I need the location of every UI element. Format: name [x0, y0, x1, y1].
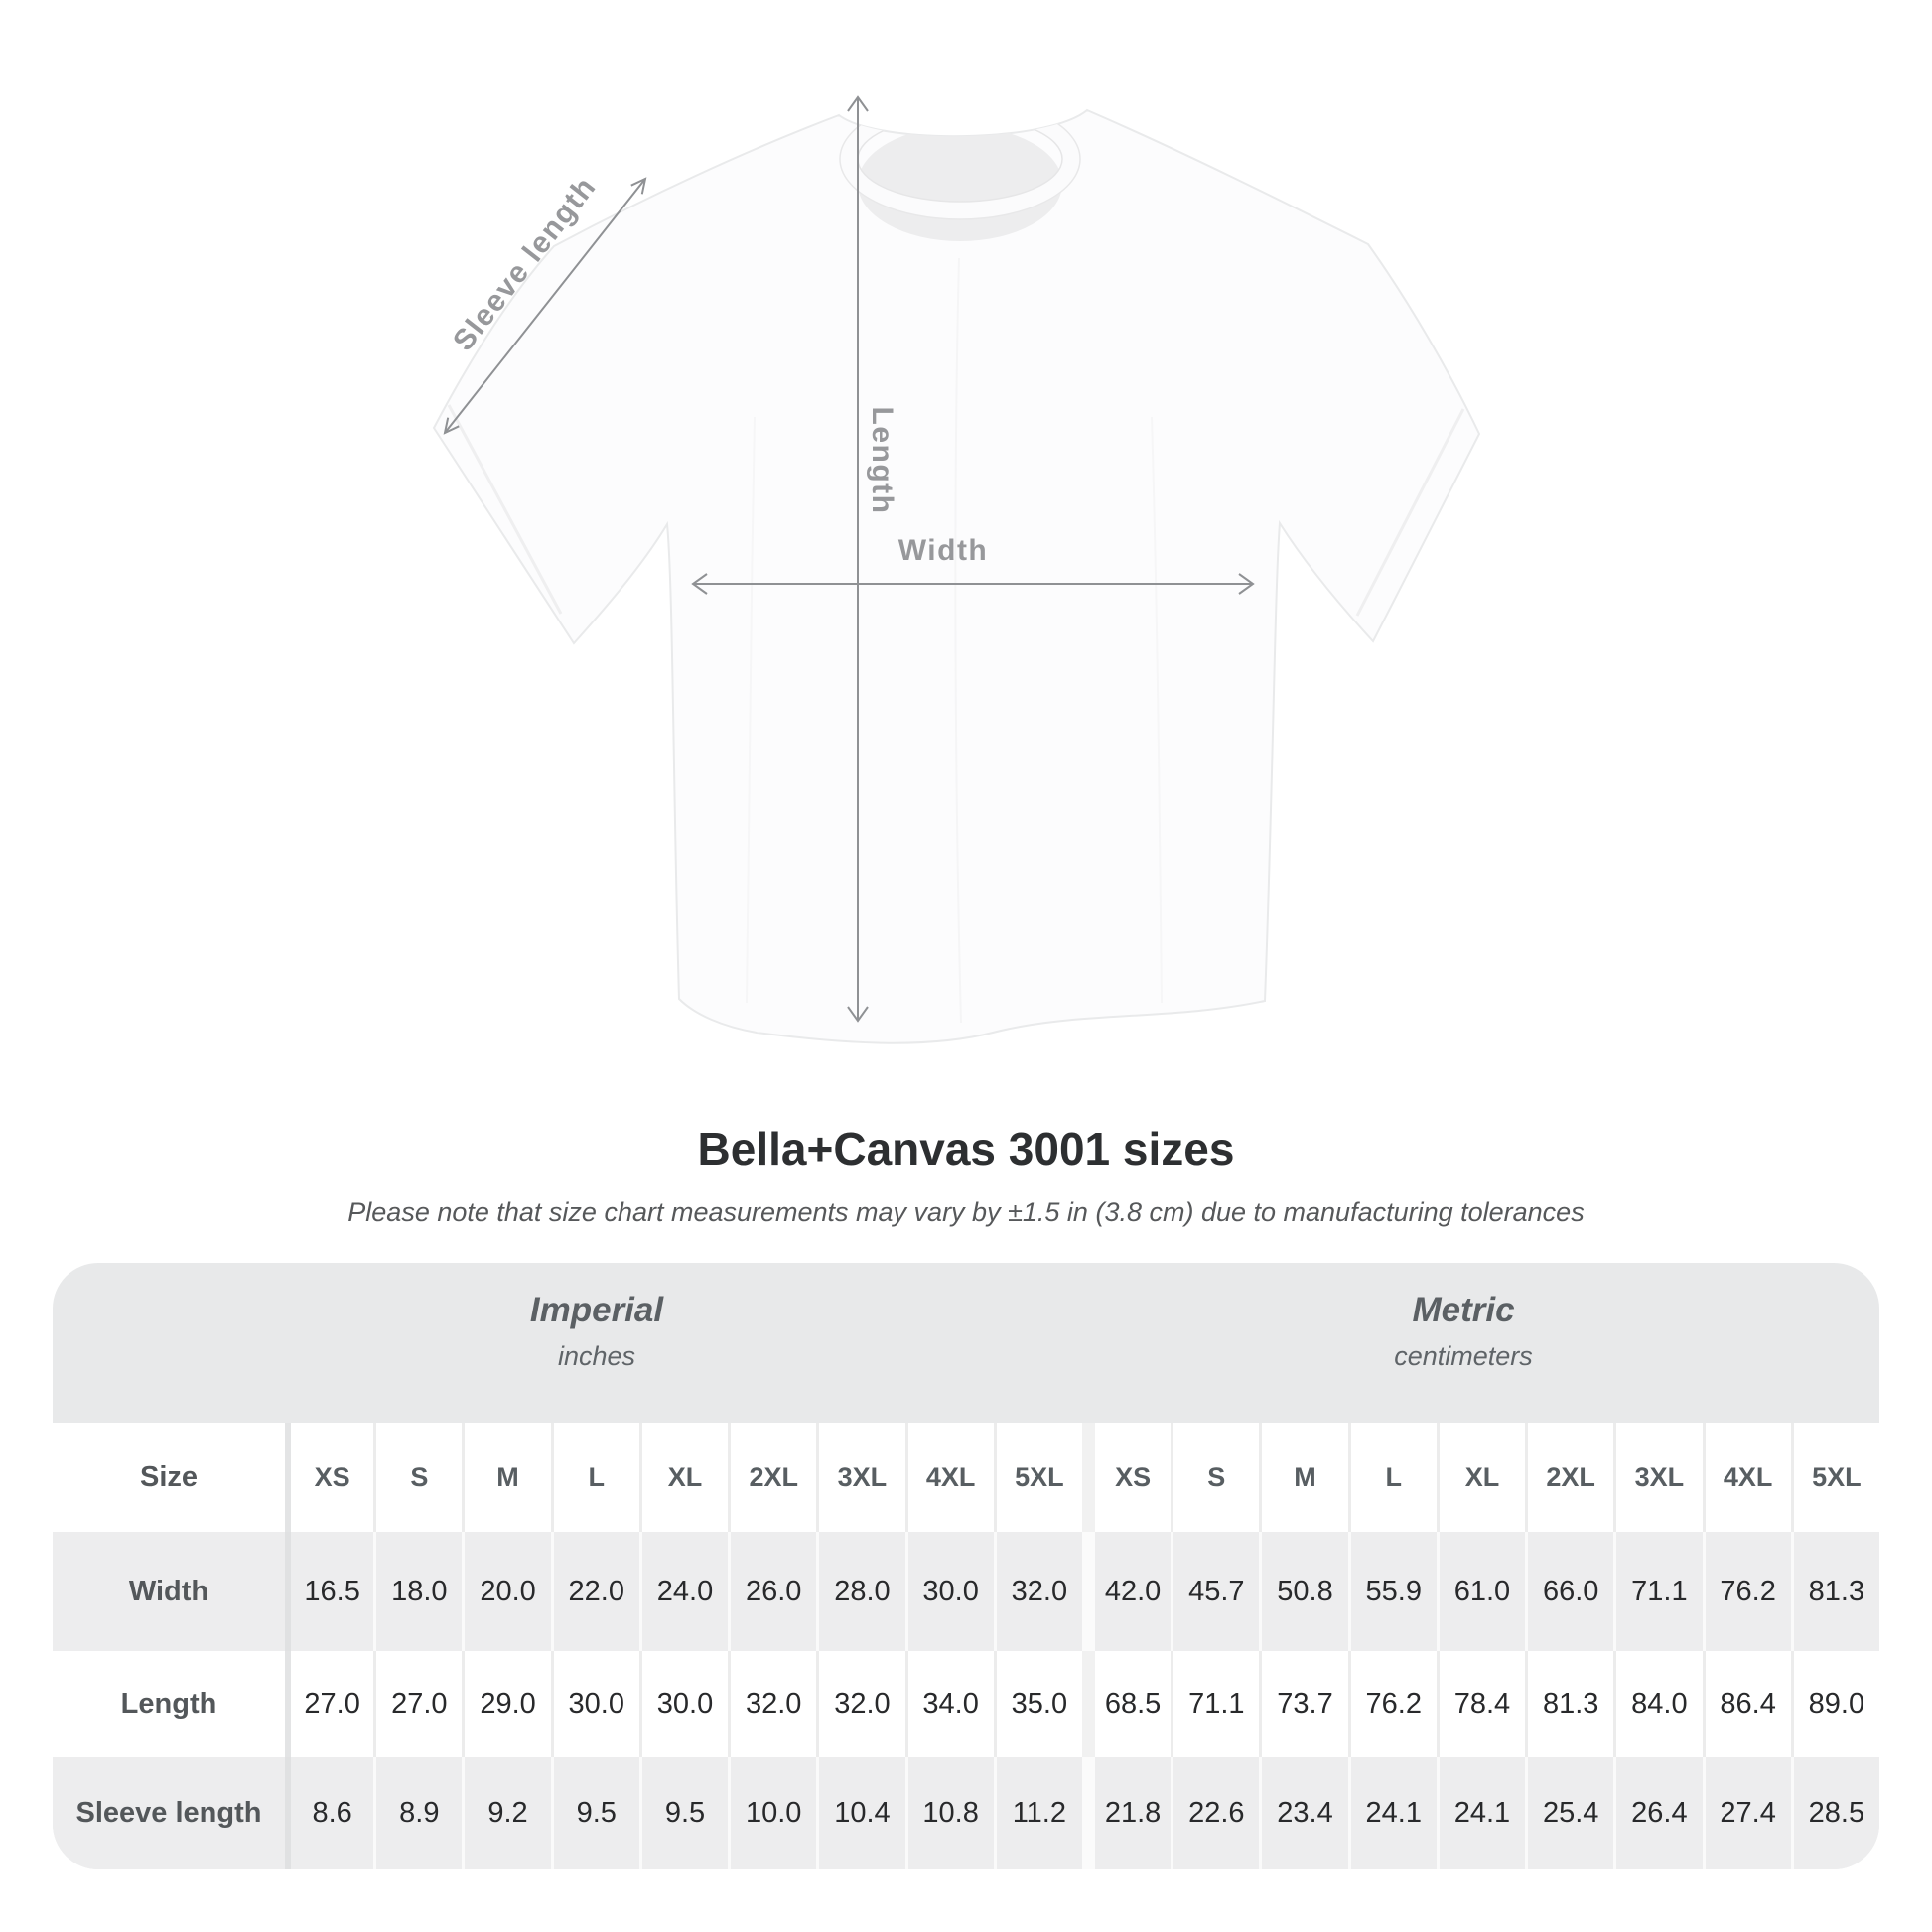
table-cell: 23.4 [1259, 1757, 1348, 1869]
table-cell: 10.8 [904, 1757, 994, 1869]
size-col-header: S [373, 1423, 463, 1532]
size-col-header: M [1259, 1423, 1348, 1532]
table-cell: 9.5 [550, 1757, 639, 1869]
table-cell: 26.4 [1613, 1757, 1703, 1869]
table-cell: 76.2 [1347, 1651, 1437, 1757]
size-col-header: XL [638, 1423, 729, 1532]
table-cell: 81.3 [1790, 1532, 1879, 1651]
size-table: Size XS S M L XL 2XL 3XL 4XL 5XL XS S M … [53, 1423, 1879, 1869]
size-col-header: 4XL [1702, 1423, 1791, 1532]
imperial-group-header: Imperial inches [348, 1291, 845, 1372]
table-cell: 8.9 [373, 1757, 463, 1869]
page-subtitle: Please note that size chart measurements… [347, 1197, 1585, 1227]
size-col-header: 4XL [904, 1423, 994, 1532]
size-col-header: 3XL [1613, 1423, 1703, 1532]
table-cell: 27.0 [285, 1651, 374, 1757]
size-col-header: XS [285, 1423, 374, 1532]
measurement-row-label: Sleeve length [53, 1757, 285, 1869]
table-cell: 45.7 [1171, 1532, 1260, 1651]
table-row-size-header: Size XS S M L XL 2XL 3XL 4XL 5XL XS S M … [53, 1423, 1879, 1532]
imperial-group-unit: inches [557, 1341, 636, 1371]
table-cell: 8.6 [285, 1757, 374, 1869]
table-cell: 28.5 [1790, 1757, 1879, 1869]
size-col-header: XL [1436, 1423, 1526, 1532]
table-cell: 9.2 [462, 1757, 551, 1869]
table-cell: 26.0 [728, 1532, 817, 1651]
table-row-width: Width 16.5 18.0 20.0 22.0 24.0 26.0 28.0… [53, 1532, 1879, 1651]
width-arrow [691, 573, 1255, 595]
table-cell: 89.0 [1790, 1651, 1879, 1757]
table-cell: 10.4 [816, 1757, 905, 1869]
table-cell: 61.0 [1436, 1532, 1526, 1651]
metric-group-header: Metric centimeters [1215, 1291, 1712, 1372]
table-cell: 9.5 [638, 1757, 729, 1869]
table-cell: 18.0 [373, 1532, 463, 1651]
size-col-header: 2XL [728, 1423, 817, 1532]
table-cell: 30.0 [638, 1651, 729, 1757]
table-cell: 20.0 [462, 1532, 551, 1651]
size-col-header: 3XL [816, 1423, 905, 1532]
size-col-header: 5XL [1790, 1423, 1879, 1532]
table-cell: 42.0 [1081, 1532, 1172, 1651]
table-cell: 16.5 [285, 1532, 374, 1651]
table-cell: 66.0 [1525, 1532, 1614, 1651]
table-cell: 78.4 [1436, 1651, 1526, 1757]
imperial-group-name: Imperial [529, 1291, 664, 1329]
tshirt-illustration [432, 95, 1481, 1044]
table-cell: 21.8 [1081, 1757, 1172, 1869]
size-col-header: 2XL [1525, 1423, 1614, 1532]
table-cell: 76.2 [1702, 1532, 1791, 1651]
table-cell: 32.0 [993, 1532, 1082, 1651]
size-col-header: S [1171, 1423, 1260, 1532]
table-cell: 71.1 [1171, 1651, 1260, 1757]
table-cell: 27.0 [373, 1651, 463, 1757]
size-col-header: 5XL [993, 1423, 1082, 1532]
table-cell: 24.1 [1347, 1757, 1437, 1869]
table-cell: 71.1 [1613, 1532, 1703, 1651]
table-cell: 28.0 [816, 1532, 905, 1651]
tshirt-body [432, 108, 1481, 1044]
size-col-header: L [550, 1423, 639, 1532]
measurement-row-label: Length [53, 1651, 285, 1757]
size-col-header: M [462, 1423, 551, 1532]
length-arrow [847, 95, 869, 1023]
table-cell: 55.9 [1347, 1532, 1437, 1651]
size-col-header: L [1347, 1423, 1437, 1532]
table-cell: 10.0 [728, 1757, 817, 1869]
table-cell: 27.4 [1702, 1757, 1791, 1869]
table-cell: 81.3 [1525, 1651, 1614, 1757]
table-cell: 29.0 [462, 1651, 551, 1757]
table-cell: 50.8 [1259, 1532, 1348, 1651]
table-cell: 22.6 [1171, 1757, 1260, 1869]
table-cell: 73.7 [1259, 1651, 1348, 1757]
metric-group-unit: centimeters [1394, 1341, 1533, 1371]
table-row-length: Length 27.0 27.0 29.0 30.0 30.0 32.0 32.… [53, 1651, 1879, 1757]
length-label: Length [866, 406, 898, 515]
table-cell: 30.0 [904, 1532, 994, 1651]
sleeve-length-arrow [443, 177, 647, 435]
width-label: Width [897, 534, 989, 567]
table-cell: 22.0 [550, 1532, 639, 1651]
size-table-card: Imperial inches Metric centimeters Size … [53, 1263, 1879, 1869]
table-cell: 34.0 [904, 1651, 994, 1757]
table-cell: 35.0 [993, 1651, 1082, 1757]
size-row-label: Size [53, 1423, 285, 1532]
table-cell: 84.0 [1613, 1651, 1703, 1757]
table-cell: 25.4 [1525, 1757, 1614, 1869]
table-cell: 24.0 [638, 1532, 729, 1651]
table-cell: 11.2 [993, 1757, 1082, 1869]
table-cell: 24.1 [1436, 1757, 1526, 1869]
table-cell: 68.5 [1081, 1651, 1172, 1757]
measurement-row-label: Width [53, 1532, 285, 1651]
size-col-header: XS [1081, 1423, 1172, 1532]
table-cell: 32.0 [816, 1651, 905, 1757]
tshirt-collar [839, 110, 1081, 241]
table-cell: 30.0 [550, 1651, 639, 1757]
table-cell: 32.0 [728, 1651, 817, 1757]
table-cell: 86.4 [1702, 1651, 1791, 1757]
table-row-sleeve-length: Sleeve length 8.6 8.9 9.2 9.5 9.5 10.0 1… [53, 1757, 1879, 1869]
metric-group-name: Metric [1412, 1291, 1515, 1329]
page-title: Bella+Canvas 3001 sizes [697, 1123, 1235, 1174]
